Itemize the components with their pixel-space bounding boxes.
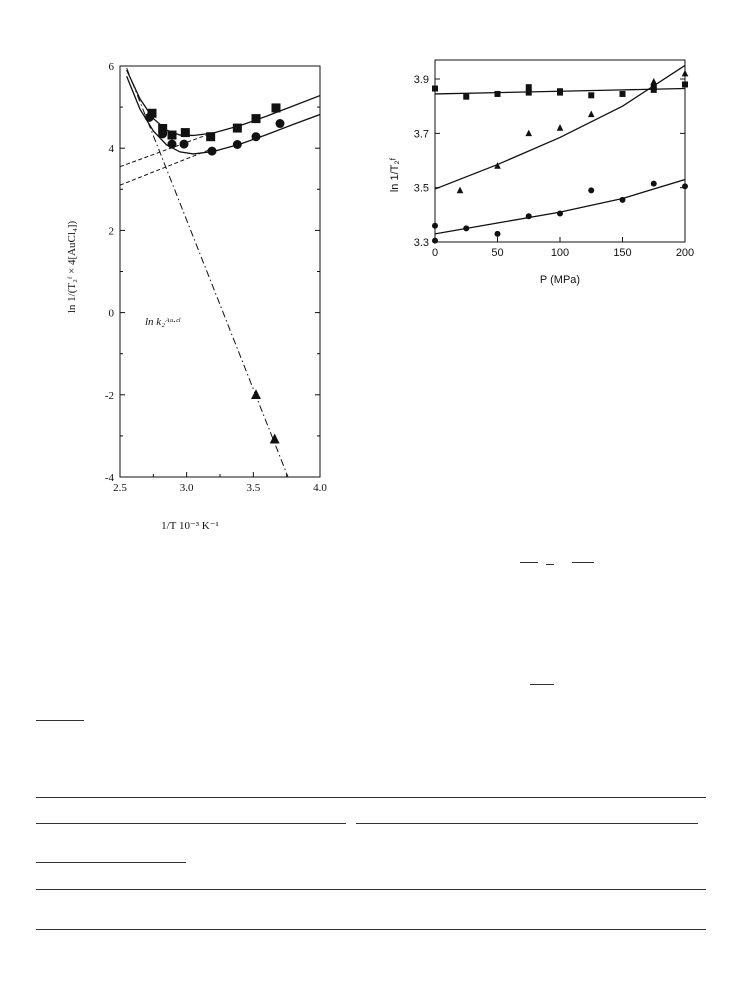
data-point-circle bbox=[650, 180, 657, 187]
data-point-triangle bbox=[650, 77, 658, 85]
data-point-square bbox=[158, 123, 168, 133]
data-point-square bbox=[525, 84, 532, 91]
fit-line-solid bbox=[435, 178, 685, 235]
data-point-circle bbox=[167, 139, 177, 149]
data-point-circle bbox=[682, 183, 688, 190]
fraction-bar bbox=[572, 562, 594, 563]
data-point-square bbox=[557, 89, 563, 96]
data-point-triangle bbox=[525, 129, 533, 137]
data-point-circle bbox=[207, 146, 217, 156]
y-tick-label: 2 bbox=[109, 225, 115, 237]
temperature-dependence-chart: 2.5 3.0 3.5 4.0 -4 -2 0 2 4 6 ln k₂ᴬᵘ·ᶜˡ 1/T 10⁻³… bbox=[66, 61, 328, 532]
fit-line-solid bbox=[435, 64, 685, 190]
data-point-square bbox=[463, 93, 470, 100]
x-tick-label: 0 bbox=[432, 247, 438, 259]
data-point-triangle bbox=[494, 162, 501, 169]
x-tick-label: 4.0 bbox=[313, 482, 327, 494]
y-tick-label: 0 bbox=[109, 308, 115, 320]
data-point-circle bbox=[251, 132, 261, 142]
data-point-circle bbox=[463, 225, 470, 232]
chart2-marks bbox=[432, 69, 689, 244]
x-tick-label: 2.5 bbox=[113, 482, 127, 494]
data-point-circle bbox=[432, 222, 438, 229]
x-tick-label: 3.0 bbox=[180, 482, 194, 494]
chart1-x-axis-label: 1/T 10⁻³ K⁻¹ bbox=[161, 520, 219, 532]
fit-line-dashed bbox=[120, 147, 214, 186]
y-tick-label: 3.3 bbox=[414, 237, 429, 249]
chart1-lines bbox=[120, 67, 320, 477]
data-point-circle bbox=[232, 140, 242, 150]
data-point-square bbox=[588, 92, 595, 99]
chart2-y-axis-label: ln 1/T₂ᶠ bbox=[389, 157, 401, 192]
data-point-square bbox=[682, 81, 688, 88]
chart2-axes: 0 50 100 150 200 3.3 3.5 3.7 3.9 bbox=[414, 59, 694, 259]
chart1-y-axis-label: ln 1/(T₂ᶠ × 4[AuCl₄]) bbox=[66, 221, 78, 314]
data-point-circle bbox=[619, 196, 626, 203]
data-point-square bbox=[232, 123, 242, 133]
data-point-triangle bbox=[251, 389, 261, 400]
data-point-square bbox=[167, 130, 177, 140]
data-point-circle bbox=[275, 119, 285, 129]
chart2-x-axis-label: P (MPa) bbox=[540, 274, 580, 286]
data-point-square bbox=[251, 114, 261, 124]
y-tick-label: -2 bbox=[105, 390, 114, 402]
chart1-axes: 2.5 3.0 3.5 4.0 -4 -2 0 2 4 6 bbox=[105, 61, 328, 494]
data-point-square bbox=[525, 89, 532, 96]
data-point-circle bbox=[525, 213, 532, 220]
fraction-bar bbox=[520, 562, 538, 563]
fraction-bar bbox=[530, 684, 554, 685]
data-point-square bbox=[206, 132, 216, 142]
x-tick-label: 100 bbox=[551, 247, 569, 259]
x-tick-label: 150 bbox=[613, 247, 631, 259]
data-point-triangle bbox=[556, 124, 564, 131]
data-point-circle bbox=[494, 230, 501, 237]
y-tick-label: 3.7 bbox=[414, 128, 429, 140]
data-point-triangle bbox=[681, 69, 689, 77]
table-rule bbox=[36, 823, 346, 824]
table-rule bbox=[356, 823, 698, 824]
table-rule bbox=[36, 929, 706, 930]
data-point-circle bbox=[179, 139, 189, 149]
table-rule bbox=[36, 889, 706, 890]
fit-line-dashed bbox=[120, 132, 214, 168]
data-point-circle bbox=[432, 237, 438, 244]
data-point-square bbox=[650, 86, 657, 93]
fit-line-dash-dot bbox=[126, 67, 289, 477]
y-tick-label: 3.9 bbox=[414, 74, 429, 86]
data-point-triangle bbox=[269, 433, 280, 444]
y-tick-label: -4 bbox=[105, 472, 115, 484]
pressure-dependence-chart: 0 50 100 150 200 3.3 3.5 3.7 3.9 P (MPa) ln 1/T₂… bbox=[389, 59, 694, 286]
data-point-square bbox=[271, 103, 281, 113]
x-tick-label: 3.5 bbox=[246, 482, 260, 494]
data-point-square bbox=[494, 90, 501, 97]
table-rule bbox=[36, 862, 186, 863]
data-point-circle bbox=[588, 187, 595, 194]
data-point-square bbox=[180, 128, 190, 138]
y-tick-label: 6 bbox=[109, 61, 115, 73]
data-point-square bbox=[432, 85, 438, 92]
x-tick-label: 50 bbox=[491, 247, 503, 259]
chart1-annotation: ln k₂ᴬᵘ·ᶜˡ bbox=[145, 316, 180, 328]
data-point-triangle bbox=[587, 110, 595, 118]
data-point-circle bbox=[557, 210, 563, 217]
data-point-triangle bbox=[456, 186, 464, 194]
table-rule bbox=[36, 797, 706, 798]
short-rule bbox=[36, 720, 84, 721]
data-point-square bbox=[619, 90, 626, 97]
data-point-square bbox=[147, 108, 157, 118]
chart1-marks bbox=[144, 103, 285, 444]
y-tick-label: 3.5 bbox=[414, 183, 429, 195]
data-point-circle bbox=[144, 112, 154, 122]
minus-sign bbox=[546, 564, 554, 565]
y-tick-label: 4 bbox=[109, 143, 115, 155]
data-point-circle bbox=[158, 129, 168, 139]
x-tick-label: 200 bbox=[676, 247, 694, 259]
